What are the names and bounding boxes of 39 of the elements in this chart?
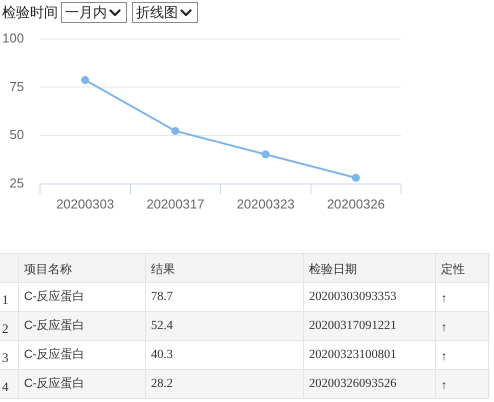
text: 定性	[441, 262, 465, 276]
y-tick-label: 100	[2, 30, 24, 46]
text: ↑	[441, 378, 447, 392]
x-tick-label: 20200303	[56, 196, 114, 212]
text: 4	[2, 379, 8, 394]
text: 20200303093353	[309, 289, 396, 303]
text: 2	[2, 321, 8, 336]
point	[352, 174, 360, 182]
text: 检验日期	[309, 262, 357, 276]
text: 20200323100801	[309, 347, 396, 361]
y-tick-label: 25	[10, 176, 24, 191]
text: C-反应蛋白	[24, 318, 85, 332]
text: 52.4	[151, 318, 173, 332]
text: 20200317091221	[309, 318, 396, 332]
x-tick-label: 20200317	[146, 196, 204, 212]
y-tick-label: 50	[10, 127, 24, 142]
dropdown: 折线图	[132, 2, 198, 23]
x-tick-label: 20200323	[236, 196, 295, 212]
text: 78.7	[151, 289, 173, 303]
text: 20200326093526	[309, 376, 396, 390]
text: ↑	[441, 320, 447, 334]
text: C-反应蛋白	[24, 376, 85, 390]
text: 结果	[151, 262, 175, 276]
text: 28.2	[151, 376, 173, 390]
text: 40.3	[151, 347, 173, 361]
text: 3	[2, 350, 8, 365]
point	[262, 150, 270, 158]
text: ↑	[441, 291, 447, 305]
x-tick-label: 20200326	[326, 196, 385, 212]
point	[171, 126, 180, 135]
text: C-反应蛋白	[24, 289, 85, 303]
text: 检验时间	[2, 4, 58, 20]
text: 项目名称	[24, 262, 72, 276]
text: ↑	[441, 349, 447, 363]
dropdown: 一月内	[61, 2, 127, 23]
text: C-反应蛋白	[24, 347, 85, 361]
text: 1	[2, 292, 8, 307]
point	[81, 76, 90, 84]
y-tick-label: 75	[10, 78, 24, 94]
